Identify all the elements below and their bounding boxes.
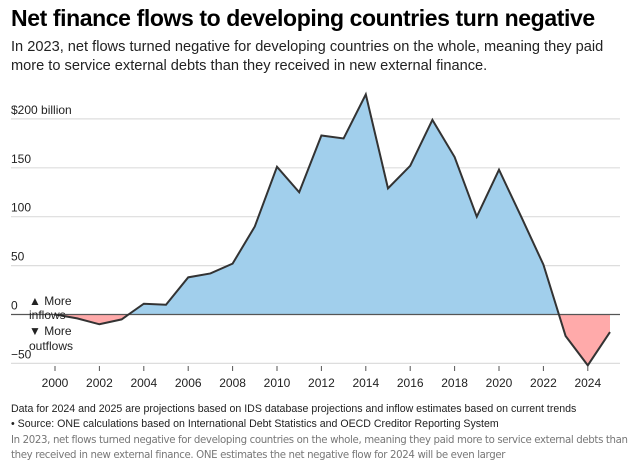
x-tick-label: 2010 — [264, 376, 291, 390]
chart-subtitle: In 2023, net flows turned negative for d… — [11, 39, 604, 74]
x-tick-label: 2022 — [530, 376, 557, 390]
y-tick-label: $200 billion — [11, 103, 72, 117]
y-tick-label: 50 — [11, 250, 25, 264]
x-ticks: 2000 2002 2004 2006 2008 2010 2012 2014 2016 2018… — [42, 366, 601, 390]
x-tick-label: 2008 — [219, 376, 246, 390]
annotation-more-inflows-line1: ▲ More — [29, 294, 72, 308]
annotation-more-inflows-line2: inflows — [29, 308, 66, 322]
x-tick-label: 2014 — [352, 376, 379, 390]
direction-annotations: ▲ More inflows ▼ More outflows — [29, 294, 73, 353]
x-tick-label: 2024 — [574, 376, 601, 390]
source-note: • Source: ONE calculations based on Inte… — [11, 418, 499, 430]
y-tick-label: 100 — [11, 201, 31, 215]
chart-title: Net finance flows to developing countrie… — [11, 5, 595, 31]
negative-area — [558, 314, 610, 366]
x-tick-label: 2000 — [42, 376, 69, 390]
series-line — [54, 91, 611, 368]
x-tick-label: 2004 — [130, 376, 157, 390]
x-tick-label: 2002 — [86, 376, 113, 390]
image-caption: In 2023, net flows turned negative for d… — [11, 435, 628, 461]
x-tick-label: 2016 — [397, 376, 424, 390]
x-tick-label: 2020 — [486, 376, 513, 390]
y-tick-labels: $200 billion 150 100 50 0 −50 — [11, 103, 72, 361]
x-tick-label: 2012 — [308, 376, 335, 390]
projection-note: Data for 2024 and 2025 are projections b… — [11, 403, 577, 415]
series-line-path — [54, 91, 611, 368]
annotation-more-outflows-line2: outflows — [29, 339, 73, 353]
x-tick-label: 2018 — [441, 376, 468, 390]
positive-area — [128, 94, 559, 315]
y-tick-label: 0 — [11, 299, 18, 313]
y-tick-label: −50 — [11, 347, 32, 361]
y-tick-label: 150 — [11, 152, 31, 166]
annotation-more-outflows-line1: ▼ More — [29, 324, 72, 338]
x-tick-label: 2006 — [175, 376, 202, 390]
